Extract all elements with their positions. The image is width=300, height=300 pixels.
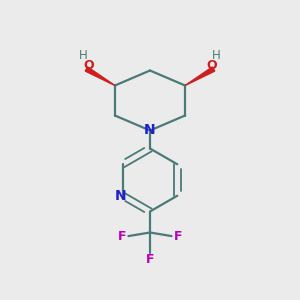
Text: F: F [146,253,154,266]
Text: H: H [212,49,221,62]
Text: F: F [118,230,126,243]
Polygon shape [85,67,115,86]
Text: O: O [206,59,217,73]
Text: N: N [144,124,156,137]
Text: N: N [115,189,126,203]
Text: O: O [83,59,94,73]
Polygon shape [185,67,215,86]
Text: F: F [174,230,182,243]
Text: H: H [79,49,88,62]
